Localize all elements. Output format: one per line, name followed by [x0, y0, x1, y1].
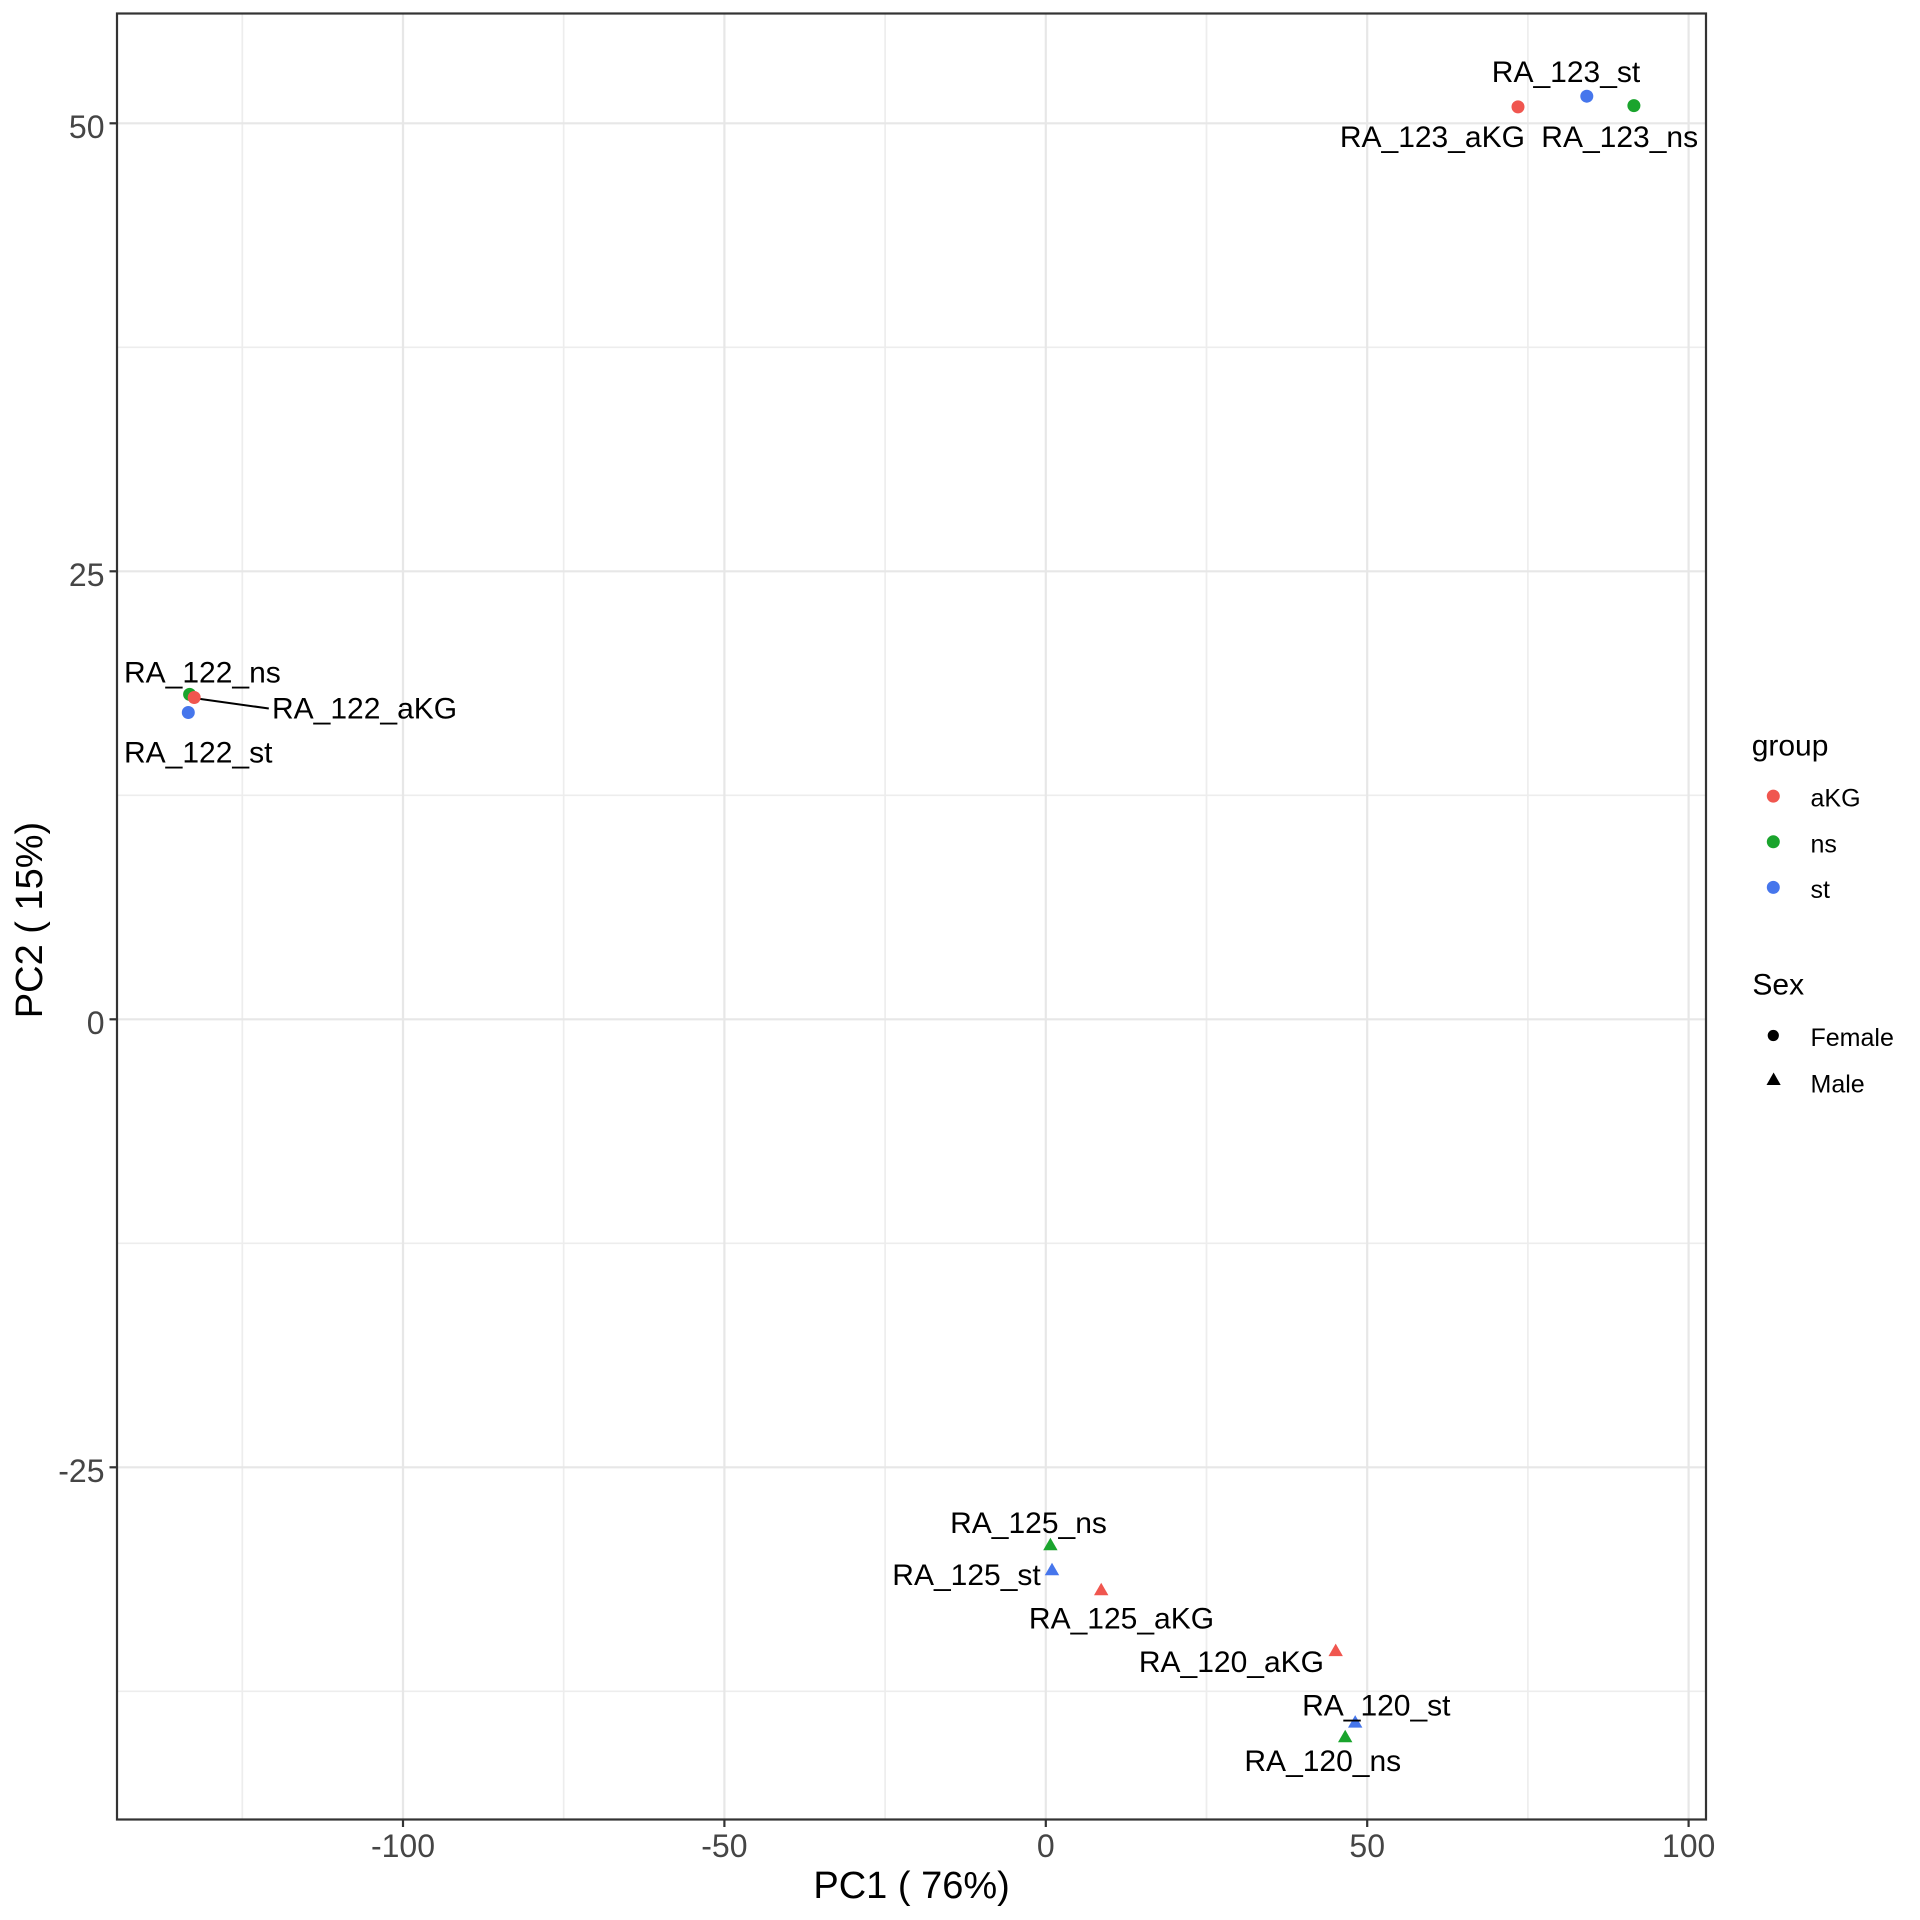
svg-text:25: 25 [69, 557, 105, 593]
svg-text:RA_125_aKG: RA_125_aKG [1029, 1603, 1214, 1636]
svg-text:-50: -50 [701, 1828, 747, 1864]
svg-text:50: 50 [69, 109, 105, 145]
svg-text:RA_122_ns: RA_122_ns [124, 657, 281, 690]
svg-text:Sex: Sex [1752, 969, 1804, 1002]
svg-text:ns: ns [1811, 830, 1837, 858]
svg-text:Male: Male [1811, 1070, 1865, 1098]
svg-text:50: 50 [1349, 1828, 1385, 1864]
svg-text:-100: -100 [371, 1828, 435, 1864]
svg-text:aKG: aKG [1811, 785, 1861, 813]
svg-text:RA_122_st: RA_122_st [124, 737, 273, 770]
svg-text:PC2 ( 15%): PC2 ( 15%) [9, 822, 51, 1018]
svg-text:group: group [1752, 730, 1829, 763]
svg-text:RA_120_st: RA_120_st [1302, 1690, 1451, 1723]
svg-text:0: 0 [1037, 1828, 1055, 1864]
svg-text:RA_123_aKG: RA_123_aKG [1340, 121, 1525, 154]
svg-text:PC1 ( 76%): PC1 ( 76%) [813, 1865, 1009, 1907]
svg-text:100: 100 [1662, 1828, 1715, 1864]
svg-text:RA_120_ns: RA_120_ns [1244, 1745, 1401, 1778]
svg-text:RA_123_ns: RA_123_ns [1541, 121, 1698, 154]
svg-text:RA_123_st: RA_123_st [1492, 56, 1641, 89]
svg-text:RA_120_aKG: RA_120_aKG [1139, 1646, 1324, 1679]
svg-text:Female: Female [1811, 1024, 1894, 1052]
svg-text:0: 0 [87, 1005, 105, 1041]
svg-text:RA_122_aKG: RA_122_aKG [272, 693, 457, 726]
svg-text:RA_125_st: RA_125_st [892, 1559, 1041, 1592]
svg-text:st: st [1811, 876, 1831, 904]
svg-text:-25: -25 [58, 1453, 104, 1489]
svg-text:RA_125_ns: RA_125_ns [950, 1507, 1107, 1540]
